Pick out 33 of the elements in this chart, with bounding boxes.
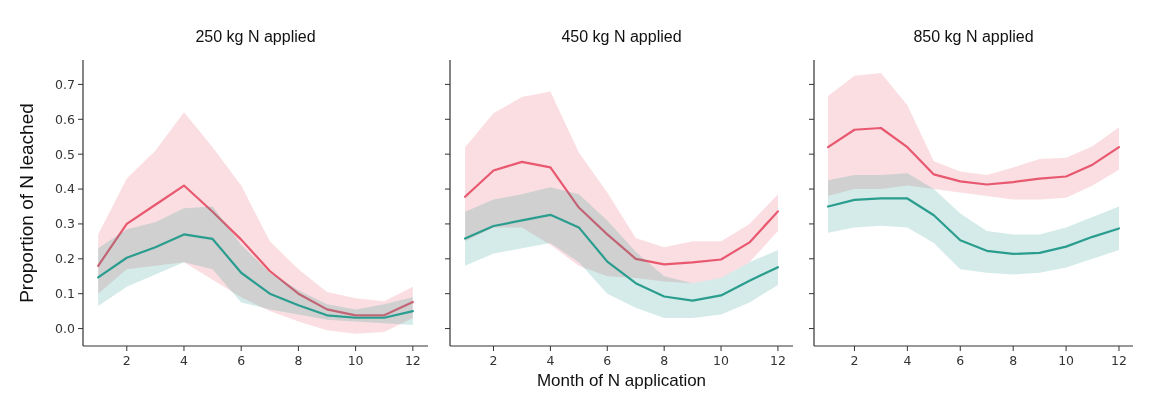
x-tick-label: 6 bbox=[603, 353, 612, 368]
x-tick-label: 12 bbox=[1111, 353, 1127, 368]
x-axis-title: Month of N application bbox=[536, 371, 707, 390]
x-tick-label: 2 bbox=[489, 353, 498, 368]
chart-title: 250 kg N applied bbox=[195, 28, 316, 45]
x-tick-label: 8 bbox=[660, 353, 669, 368]
chart-title: 450 kg N applied bbox=[561, 28, 682, 45]
x-tick-label: 6 bbox=[956, 353, 965, 368]
x-tick-label: 2 bbox=[122, 353, 131, 368]
y-tick-label: 0.5 bbox=[55, 146, 75, 162]
x-tick-label: 6 bbox=[237, 353, 246, 368]
x-tick-label: 8 bbox=[294, 353, 303, 368]
y-tick-label: 0.2 bbox=[55, 251, 75, 267]
y-axis-title: Proportion of N leached bbox=[16, 103, 37, 303]
y-tick-label: 0.3 bbox=[55, 216, 75, 232]
y-tick-label: 0.7 bbox=[55, 76, 75, 92]
x-tick-label: 12 bbox=[404, 353, 421, 368]
x-tick-label: 2 bbox=[850, 353, 859, 368]
chart-title: 850 kg N applied bbox=[913, 28, 1034, 45]
x-tick-label: 4 bbox=[546, 353, 555, 368]
x-tick-label: 10 bbox=[347, 353, 364, 368]
line-series bbox=[97, 233, 414, 319]
x-tick-label: 4 bbox=[903, 353, 912, 368]
y-tick-label: 0.4 bbox=[55, 181, 76, 197]
x-tick-label: 4 bbox=[180, 353, 189, 368]
x-tick-label: 10 bbox=[1058, 353, 1075, 368]
x-tick-label: 10 bbox=[713, 353, 730, 368]
y-tick-label: 0.6 bbox=[55, 111, 76, 127]
x-tick-label: 8 bbox=[1009, 353, 1018, 368]
line-series bbox=[97, 184, 414, 317]
y-tick-label: 0.1 bbox=[55, 286, 75, 302]
y-tick-label: 0.0 bbox=[55, 320, 76, 336]
x-tick-label: 12 bbox=[769, 353, 786, 368]
